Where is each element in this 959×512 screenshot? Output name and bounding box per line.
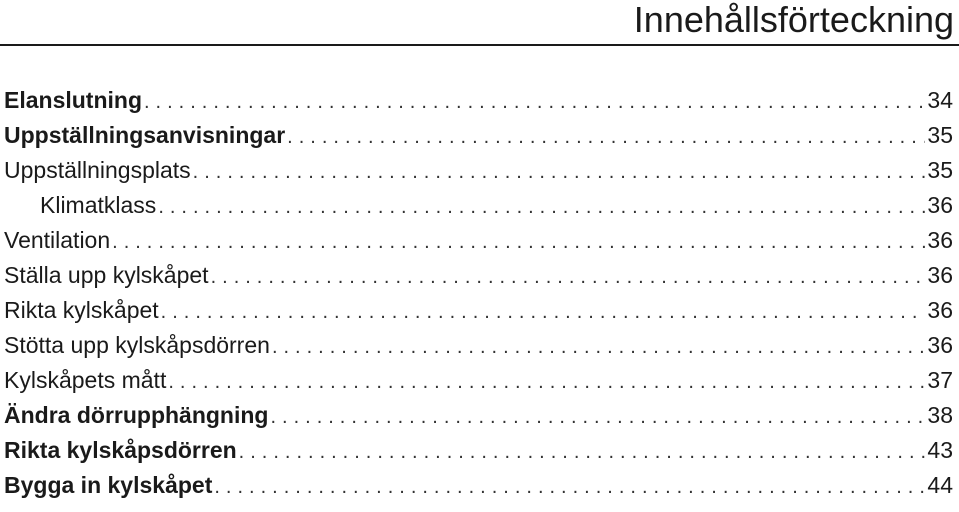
toc-page-number: 36 bbox=[927, 192, 953, 218]
toc-entry-label: Ställa upp kylskåpet bbox=[4, 262, 209, 288]
toc-entry-rikta-kylskapsdorren[interactable]: Rikta kylskåpsdörren 43 bbox=[4, 434, 953, 469]
toc-page-number: 36 bbox=[927, 227, 953, 253]
dot-leader bbox=[287, 121, 925, 153]
toc-page-number: 37 bbox=[927, 367, 953, 393]
toc-entry-label: Kylskåpets mått bbox=[4, 367, 167, 393]
page-title: Innehållsförteckning bbox=[633, 0, 954, 40]
toc-entry-stalla-upp-kylskapet[interactable]: Ställa upp kylskåpet 36 bbox=[4, 259, 953, 294]
dot-leader bbox=[193, 156, 926, 188]
toc-entry-label: Rikta kylskåpet bbox=[4, 297, 159, 323]
toc-page-number: 35 bbox=[927, 122, 953, 148]
toc-entry-ventilation[interactable]: Ventilation 36 bbox=[4, 224, 953, 259]
toc-page-number: 36 bbox=[927, 262, 953, 288]
toc-entry-klimatklass[interactable]: Klimatklass 36 bbox=[4, 189, 953, 224]
toc-entry-kylskapets-matt[interactable]: Kylskåpets mått 37 bbox=[4, 364, 953, 399]
dot-leader bbox=[158, 191, 925, 223]
dot-leader bbox=[112, 226, 925, 258]
toc-entry-label: Ändra dörrupphängning bbox=[4, 402, 269, 428]
toc-entry-label: Ventilation bbox=[4, 227, 111, 253]
toc-page-number: 44 bbox=[927, 472, 953, 498]
toc-entry-label: Klimatklass bbox=[40, 192, 157, 218]
toc-entry-uppstallningsanvisningar[interactable]: Uppställningsanvisningar 35 bbox=[4, 119, 953, 154]
toc-entry-label: Rikta kylskåpsdörren bbox=[4, 437, 237, 463]
toc-entry-andra-dorrupphangning[interactable]: Ändra dörrupphängning 38 bbox=[4, 399, 953, 434]
dot-leader bbox=[214, 471, 925, 503]
toc-entry-label: Uppställningsplats bbox=[4, 157, 191, 183]
toc-entry-label: Bygga in kylskåpet bbox=[4, 472, 213, 498]
toc-entry-label: Uppställningsanvisningar bbox=[4, 122, 286, 148]
dot-leader bbox=[161, 296, 926, 328]
dot-leader bbox=[270, 401, 925, 433]
toc-page-number: 38 bbox=[927, 402, 953, 428]
toc-entry-bygga-in-kylskapet[interactable]: Bygga in kylskåpet 44 bbox=[4, 469, 953, 504]
toc-entry-stotta-upp-kylskapsdorren[interactable]: Stötta upp kylskåpsdörren 36 bbox=[4, 329, 953, 364]
dot-leader bbox=[272, 331, 925, 363]
toc-page-number: 36 bbox=[927, 297, 953, 323]
toc-entry-elanslutning[interactable]: Elanslutning 34 bbox=[4, 84, 953, 119]
toc-entry-rikta-kylskapet[interactable]: Rikta kylskåpet 36 bbox=[4, 294, 953, 329]
dot-leader bbox=[168, 366, 925, 398]
toc-page-number: 43 bbox=[927, 437, 953, 463]
toc-entry-label: Stötta upp kylskåpsdörren bbox=[4, 332, 270, 358]
toc-page-number: 36 bbox=[927, 332, 953, 358]
title-divider bbox=[0, 44, 959, 46]
dot-leader bbox=[239, 436, 926, 468]
dot-leader bbox=[211, 261, 926, 293]
toc-page-number: 35 bbox=[927, 157, 953, 183]
dot-leader bbox=[144, 86, 925, 118]
toc-page-number: 34 bbox=[927, 87, 953, 113]
toc-entry-label: Elanslutning bbox=[4, 87, 142, 113]
table-of-contents: Elanslutning 34 Uppställningsanvisningar… bbox=[4, 84, 953, 504]
toc-entry-uppstallningsplats[interactable]: Uppställningsplats 35 bbox=[4, 154, 953, 189]
